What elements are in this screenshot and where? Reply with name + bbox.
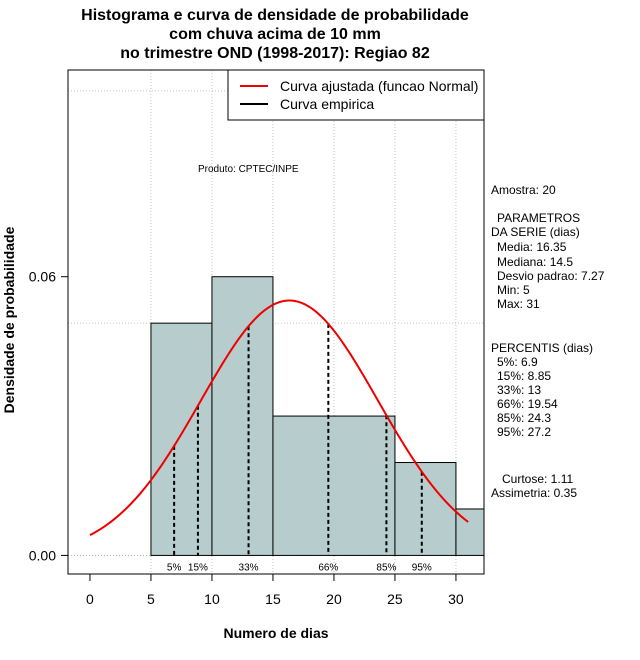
param-mediana: Mediana: 14.5 bbox=[497, 255, 574, 269]
y-axis-label: Densidade de probabilidade bbox=[1, 226, 17, 413]
params-title-2: DA SERIE (dias) bbox=[491, 225, 580, 239]
percentil-85: 85%: 24.3 bbox=[497, 411, 552, 425]
percentil-5: 5%: 6.9 bbox=[497, 355, 538, 369]
percentil-66: 66%: 19.54 bbox=[497, 397, 558, 411]
percentile-label: 85% bbox=[376, 562, 396, 573]
param-desvio: Desvio padrao: 7.27 bbox=[497, 269, 605, 283]
x-tick-label: 25 bbox=[387, 591, 403, 607]
x-tick-label: 30 bbox=[448, 591, 464, 607]
assimetria: Assimetria: 0.35 bbox=[491, 486, 578, 500]
x-tick-label: 15 bbox=[265, 591, 281, 607]
percentile-layer: 5% 15% 33% 66% 85% 95% bbox=[167, 323, 432, 573]
x-tick-label: 5 bbox=[147, 591, 155, 607]
product-annotation: Produto: CPTEC/INPE bbox=[198, 164, 299, 175]
histogram-bar bbox=[150, 322, 213, 556]
y-tick-label: 0.06 bbox=[29, 269, 56, 285]
percentile-label: 95% bbox=[412, 562, 432, 573]
histogram-bar bbox=[272, 415, 396, 556]
legend-box bbox=[227, 69, 485, 121]
legend: Curva ajustada (funcao Normal) Curva emp… bbox=[227, 69, 485, 121]
chart-title-line-2: com chuva acima de 10 mm bbox=[169, 26, 381, 43]
x-axis: 0 5 10 15 20 25 30 bbox=[86, 573, 464, 607]
fitted-normal-curve bbox=[89, 299, 469, 536]
y-tick-label: 0.00 bbox=[29, 547, 56, 563]
param-min: Min: 5 bbox=[497, 283, 530, 297]
x-tick-label: 20 bbox=[326, 591, 342, 607]
percentil-95: 95%: 27.2 bbox=[497, 425, 552, 439]
percentile-label: 15% bbox=[188, 562, 208, 573]
x-tick-label: 0 bbox=[86, 591, 94, 607]
sample-size: Amostra: 20 bbox=[491, 183, 556, 197]
y-axis: 0.00 0.06 bbox=[29, 269, 69, 563]
x-tick-label: 10 bbox=[204, 591, 220, 607]
histogram-bar bbox=[211, 276, 274, 556]
percentil-15: 15%: 8.85 bbox=[497, 369, 552, 383]
param-media: Media: 16.35 bbox=[497, 240, 567, 254]
chart-title-line-3: no trimestre OND (1998-2017): Regiao 82 bbox=[120, 45, 430, 62]
params-title-1: PARAMETROS bbox=[497, 211, 581, 225]
percentis-title: PERCENTIS (dias) bbox=[491, 341, 594, 355]
percentile-label: 5% bbox=[167, 562, 182, 573]
percentile-label: 66% bbox=[318, 562, 338, 573]
bars-layer bbox=[150, 276, 485, 556]
param-max: Max: 31 bbox=[497, 297, 540, 311]
chart-title-line-1: Histograma e curva de densidade de proba… bbox=[81, 7, 469, 24]
x-axis-label: Numero de dias bbox=[223, 625, 328, 641]
percentile-label: 33% bbox=[239, 562, 259, 573]
legend-fitted-label: Curva ajustada (funcao Normal) bbox=[280, 78, 478, 94]
percentil-33: 33%: 13 bbox=[497, 383, 542, 397]
legend-empirical-label: Curva empirica bbox=[280, 96, 374, 112]
curtose: Curtose: 1.11 bbox=[502, 472, 574, 486]
